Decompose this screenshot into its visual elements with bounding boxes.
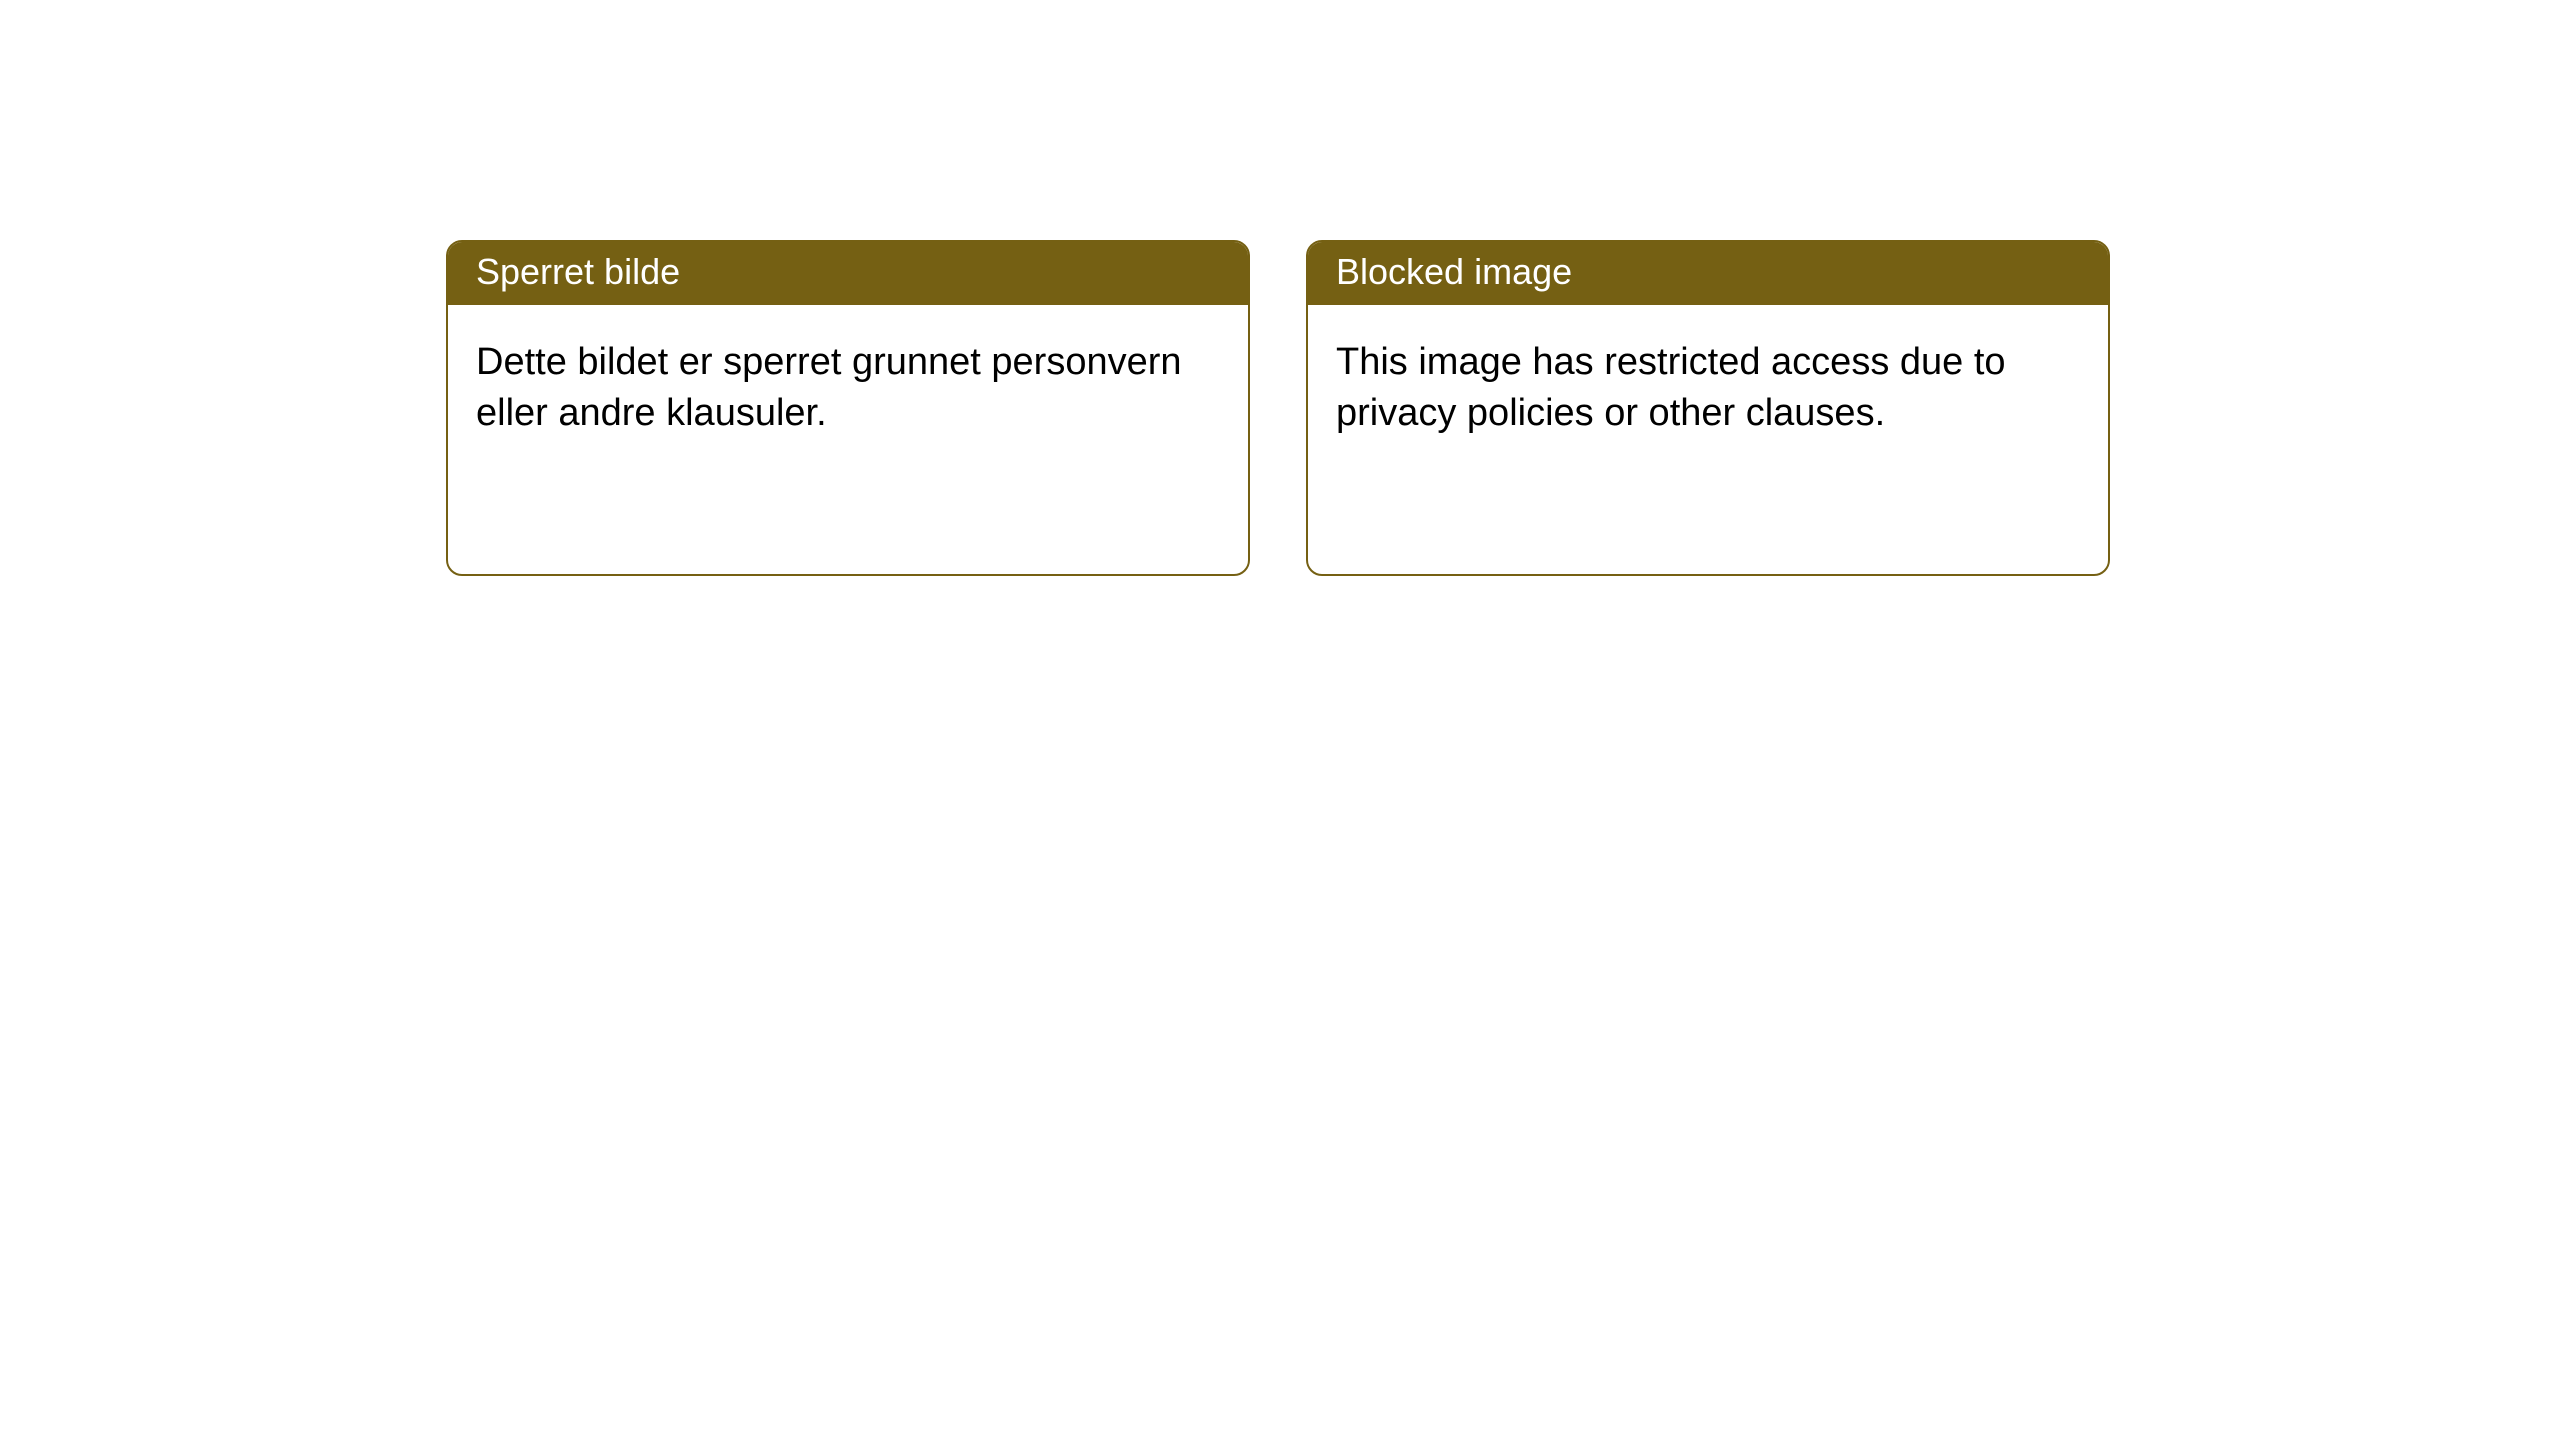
card-header-norwegian: Sperret bilde xyxy=(448,242,1248,305)
card-body-norwegian: Dette bildet er sperret grunnet personve… xyxy=(448,305,1248,468)
blocked-image-card-norwegian: Sperret bilde Dette bildet er sperret gr… xyxy=(446,240,1250,576)
notice-container: Sperret bilde Dette bildet er sperret gr… xyxy=(0,0,2560,576)
card-header-english: Blocked image xyxy=(1308,242,2108,305)
card-body-english: This image has restricted access due to … xyxy=(1308,305,2108,468)
blocked-image-card-english: Blocked image This image has restricted … xyxy=(1306,240,2110,576)
